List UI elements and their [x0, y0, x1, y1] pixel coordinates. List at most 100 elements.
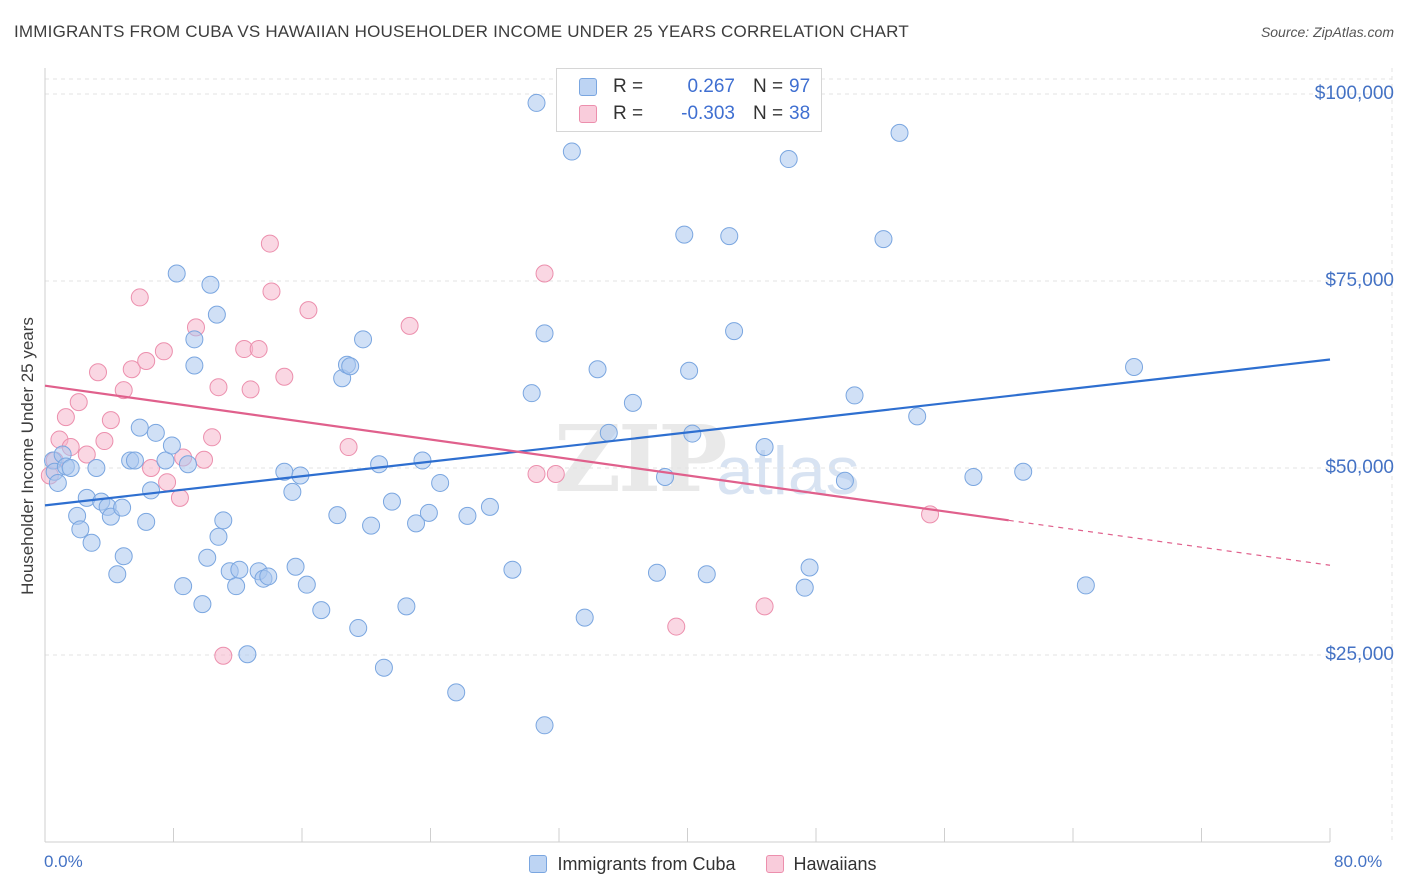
cuba-point-7 — [71, 520, 90, 539]
cuba-point-63 — [431, 473, 450, 492]
hawaii-point-7 — [89, 363, 108, 382]
legend-n-key: N = — [753, 103, 784, 124]
legend-r-key: R = — [613, 103, 644, 124]
cuba-point-85 — [755, 438, 774, 457]
cuba-point-39 — [238, 645, 257, 664]
series-label-cuba: Immigrants from Cuba — [557, 853, 736, 874]
cuba-point-66 — [480, 497, 499, 516]
hawaii-trend-extension — [1008, 519, 1331, 566]
series-legend-cuba: Immigrants from Cuba — [529, 853, 736, 875]
hawaii-point-26 — [249, 340, 268, 359]
cuba-point-25 — [167, 264, 186, 283]
cuba-point-53 — [349, 619, 368, 638]
cuba-point-62 — [419, 503, 438, 522]
cuba-trend-line — [44, 358, 1331, 507]
hawaii-point-15 — [154, 342, 173, 361]
legend-n-value: 97 — [789, 76, 811, 97]
cuba-point-30 — [193, 595, 212, 614]
cuba-point-61 — [413, 451, 432, 470]
hawaii-point-23 — [214, 646, 233, 665]
cuba-point-20 — [137, 512, 156, 531]
cuba-point-10 — [87, 458, 106, 477]
cuba-point-16 — [113, 498, 132, 517]
cuba-point-34 — [207, 305, 226, 324]
cuba-point-33 — [209, 527, 228, 546]
hawaii-point-17 — [170, 488, 189, 507]
cuba-point-67 — [503, 560, 522, 579]
cuba-point-48 — [312, 601, 331, 620]
cuba-point-60 — [407, 514, 426, 533]
series-label-hawaii: Hawaiians — [793, 853, 877, 874]
hawaii-point-10 — [114, 381, 133, 400]
hawaii-point-31 — [339, 438, 358, 457]
cuba-point-65 — [458, 506, 477, 525]
source-label: Source: ZipAtlas.com — [1260, 24, 1394, 40]
cuba-point-91 — [874, 230, 893, 249]
cuba-point-87 — [795, 578, 814, 597]
cuba-point-49 — [328, 506, 347, 525]
y-tick-label-2: $75,000 — [1325, 269, 1394, 291]
hawaii-point-27 — [260, 234, 279, 253]
y-tick-label-1: $50,000 — [1325, 456, 1394, 478]
series-swatch-hawaii — [765, 855, 784, 873]
cuba-point-92 — [890, 123, 909, 142]
series-legend: Immigrants from Cuba Hawaiians — [0, 852, 1406, 876]
correlation-legend: R = 0.267 N = 97 R = -0.303 N = 38 — [556, 68, 822, 132]
cuba-point-44 — [283, 482, 302, 501]
cuba-point-15 — [114, 547, 133, 566]
cuba-point-96 — [1076, 576, 1095, 595]
cuba-point-70 — [535, 324, 554, 343]
cuba-point-80 — [680, 361, 699, 380]
cuba-point-22 — [146, 423, 165, 442]
cuba-point-93 — [908, 407, 927, 426]
hawaii-point-13 — [137, 352, 156, 371]
y-tick-label-0: $25,000 — [1325, 643, 1394, 665]
cuba-point-29 — [185, 356, 204, 375]
cuba-point-55 — [362, 516, 381, 535]
cuba-point-38 — [230, 560, 249, 579]
legend-n-value: 38 — [789, 103, 811, 124]
legend-n-key: N = — [753, 76, 784, 97]
legend-r-value: 0.267 — [687, 76, 735, 97]
cuba-point-31 — [198, 548, 217, 567]
hawaii-point-12 — [130, 288, 149, 307]
legend-r-key: R = — [613, 76, 644, 97]
cuba-point-71 — [535, 716, 554, 735]
cuba-point-83 — [720, 227, 739, 246]
cuba-point-94 — [964, 467, 983, 486]
cuba-point-52 — [341, 357, 360, 376]
cuba-point-64 — [447, 683, 466, 702]
cuba-point-24 — [162, 436, 181, 455]
hawaii-point-30 — [299, 301, 318, 320]
cuba-point-89 — [835, 471, 854, 490]
cuba-point-97 — [1125, 357, 1144, 376]
cuba-point-74 — [588, 360, 607, 379]
hawaii-point-21 — [203, 428, 222, 447]
cuba-point-77 — [647, 563, 666, 582]
cuba-point-75 — [599, 423, 618, 442]
cuba-point-28 — [185, 330, 204, 349]
y-tick-label-3: $100,000 — [1314, 82, 1394, 104]
hawaii-point-35 — [546, 464, 565, 483]
cuba-point-18 — [125, 451, 144, 470]
hawaii-point-9 — [101, 411, 120, 430]
legend-swatch-hawaii — [579, 105, 597, 123]
hawaii-point-33 — [527, 464, 546, 483]
hawaii-trend-line — [44, 384, 1009, 522]
cuba-point-95 — [1014, 462, 1033, 481]
cuba-point-32 — [201, 275, 220, 294]
cuba-point-84 — [725, 322, 744, 341]
cuba-point-86 — [779, 150, 798, 169]
cuba-point-88 — [800, 558, 819, 577]
y-axis-label: Householder Income Under 25 years — [18, 317, 37, 595]
cuba-point-72 — [562, 142, 581, 161]
cuba-point-5 — [61, 458, 80, 477]
cuba-point-14 — [108, 565, 127, 584]
cuba-point-69 — [527, 93, 546, 112]
cuba-point-76 — [623, 393, 642, 412]
cuba-point-37 — [227, 577, 246, 596]
cuba-point-42 — [259, 567, 278, 586]
hawaii-point-29 — [275, 367, 294, 386]
cuba-point-21 — [142, 481, 161, 500]
cuba-point-90 — [845, 386, 864, 405]
